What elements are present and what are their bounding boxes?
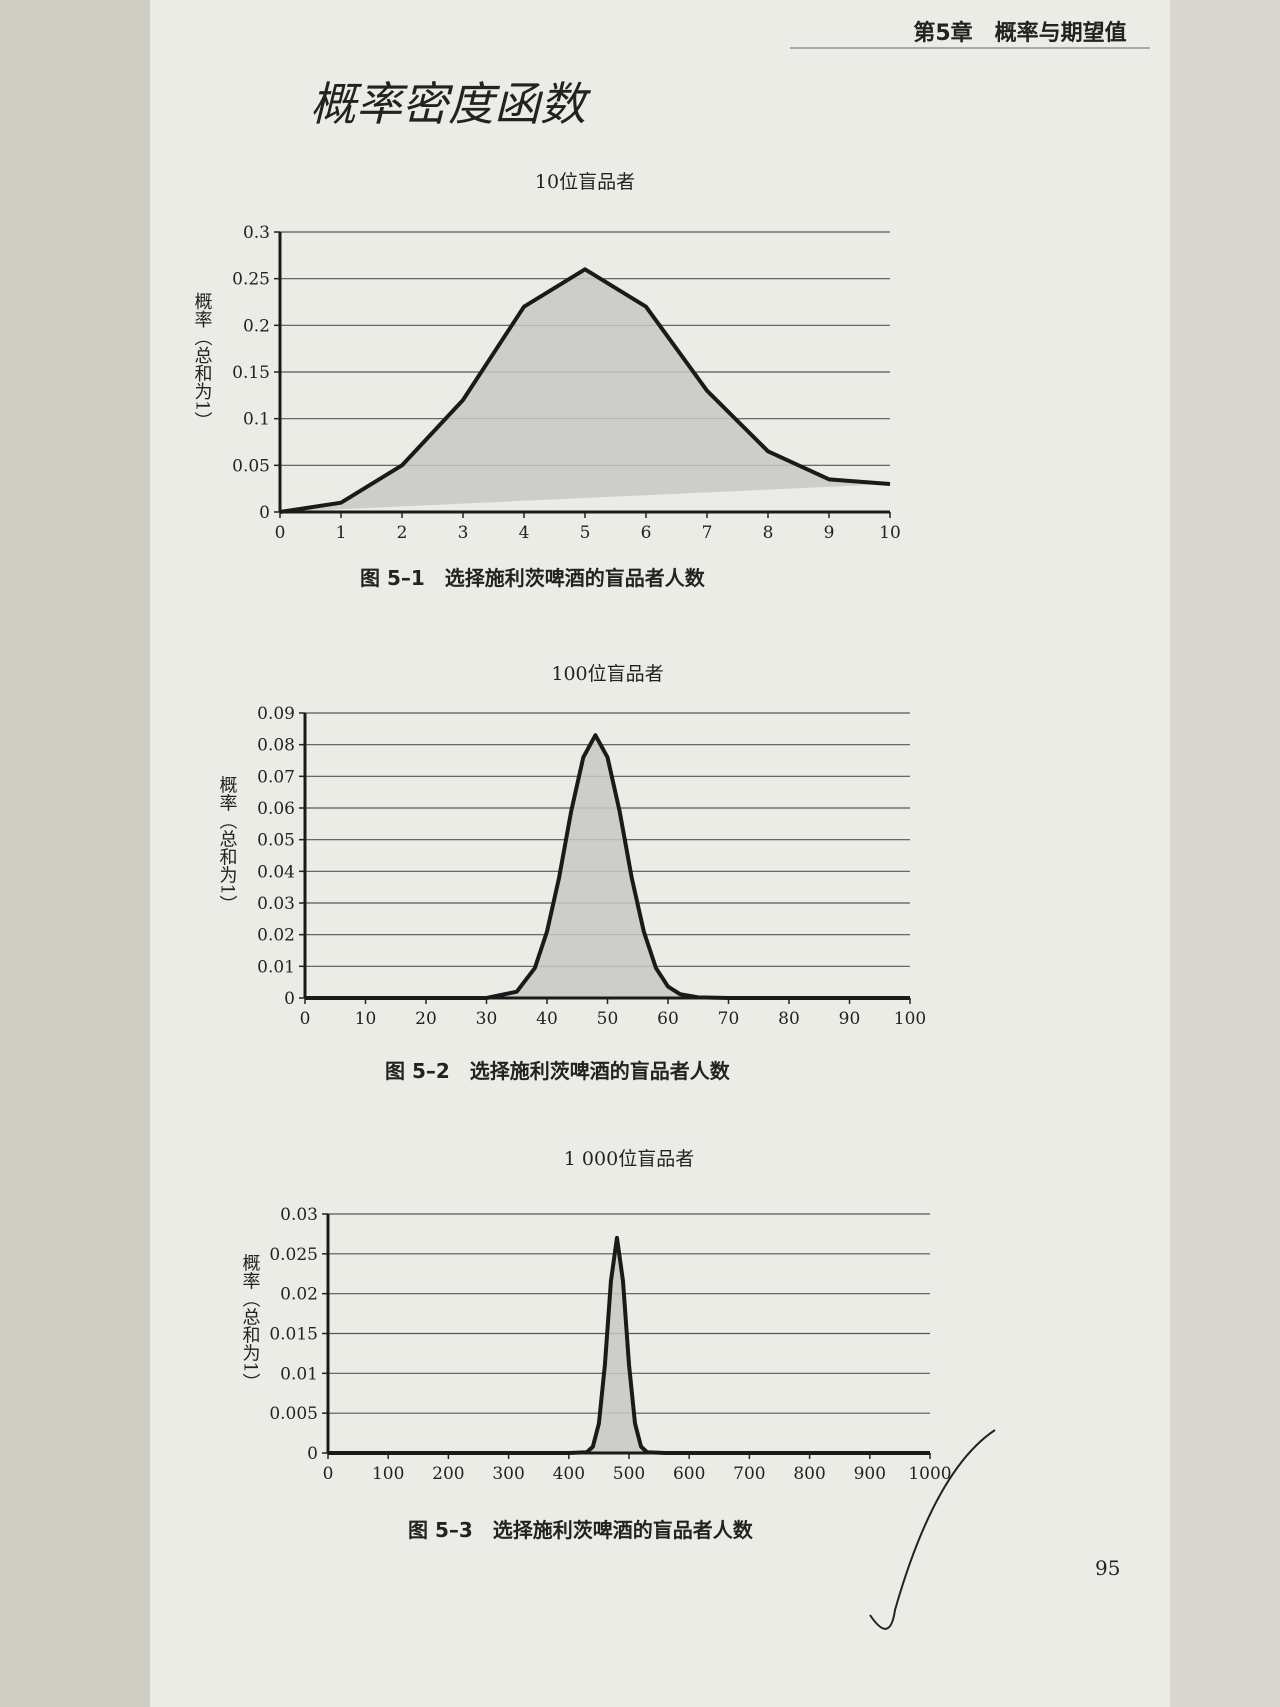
- y-tick-label: 0.2: [243, 316, 270, 336]
- y-tick-label: 0.03: [280, 1205, 318, 1225]
- x-tick-label: 30: [476, 1009, 498, 1029]
- chart-title: 100位盲品者: [551, 663, 663, 685]
- y-tick-label: 0.01: [257, 957, 295, 977]
- y-tick-label: 0.025: [269, 1245, 318, 1265]
- area-line: [279, 267, 891, 514]
- y-tick-label: 0.1: [243, 410, 270, 430]
- x-tick-label: 700: [733, 1464, 765, 1484]
- x-tick-label: 40: [536, 1009, 558, 1029]
- area-line: [328, 1235, 930, 1455]
- handwriting: 概率密度函数: [310, 77, 592, 131]
- x-tick-label: 3: [458, 523, 469, 543]
- right-page: [150, 0, 1170, 1707]
- x-tick-label: 8: [763, 523, 774, 543]
- y-tick-label: 0.005: [269, 1404, 318, 1424]
- figure-caption: 图 5–1 选择施利茨啤酒的盲品者人数: [360, 566, 706, 590]
- chart-title: 10位盲品者: [535, 171, 635, 193]
- y-axis-label: 概率（总和为1）: [192, 292, 213, 430]
- figure-caption: 图 5–3 选择施利茨啤酒的盲品者人数: [408, 1518, 754, 1542]
- x-tick-label: 1000: [908, 1464, 951, 1484]
- x-tick-label: 5: [580, 523, 591, 543]
- y-tick-label: 0.05: [257, 831, 295, 851]
- x-tick-label: 9: [824, 523, 835, 543]
- x-tick-label: 600: [673, 1464, 705, 1484]
- y-tick-label: 0.25: [232, 270, 270, 290]
- y-tick-label: 0.05: [232, 456, 270, 476]
- y-tick-label: 0: [259, 503, 270, 523]
- x-tick-label: 300: [492, 1464, 524, 1484]
- page-number: 95: [1095, 1556, 1120, 1580]
- x-tick-label: 0: [323, 1464, 334, 1484]
- y-tick-label: 0.08: [257, 736, 295, 756]
- y-tick-label: 0.02: [280, 1285, 318, 1305]
- chart-title: 1 000位盲品者: [564, 1148, 694, 1170]
- y-tick-label: 0.15: [232, 363, 270, 383]
- y-tick-label: 0.03: [257, 894, 295, 914]
- x-tick-label: 200: [432, 1464, 464, 1484]
- y-axis-label: 概率（总和为1）: [217, 775, 238, 913]
- y-tick-label: 0.04: [257, 862, 295, 882]
- x-tick-label: 900: [854, 1464, 886, 1484]
- x-tick-label: 800: [793, 1464, 825, 1484]
- x-tick-label: 400: [553, 1464, 585, 1484]
- y-tick-label: 0.06: [257, 799, 295, 819]
- x-tick-label: 500: [613, 1464, 645, 1484]
- x-tick-label: 2: [397, 523, 408, 543]
- y-tick-label: 0: [307, 1444, 318, 1464]
- x-tick-label: 20: [415, 1009, 437, 1029]
- y-tick-label: 0.01: [280, 1364, 318, 1384]
- y-tick-label: 0.09: [257, 704, 295, 724]
- x-tick-label: 10: [879, 523, 901, 543]
- x-tick-label: 10: [355, 1009, 377, 1029]
- x-tick-label: 7: [702, 523, 713, 543]
- x-tick-label: 100: [372, 1464, 404, 1484]
- left-page: [0, 0, 150, 1707]
- y-tick-label: 0.015: [269, 1325, 318, 1345]
- x-tick-label: 1: [336, 523, 347, 543]
- y-tick-label: 0.07: [257, 767, 295, 787]
- x-tick-label: 0: [275, 523, 286, 543]
- y-axis-label: 概率（总和为1）: [240, 1253, 261, 1391]
- x-tick-label: 6: [641, 523, 652, 543]
- x-tick-label: 100: [894, 1009, 926, 1029]
- x-tick-label: 90: [839, 1009, 861, 1029]
- x-tick-label: 60: [657, 1009, 679, 1029]
- x-tick-label: 0: [300, 1009, 311, 1029]
- x-tick-label: 50: [597, 1009, 619, 1029]
- y-tick-label: 0.3: [243, 223, 270, 243]
- y-tick-label: 0: [284, 989, 295, 1009]
- check-mark: [869, 1429, 996, 1630]
- x-tick-label: 80: [778, 1009, 800, 1029]
- y-tick-label: 0.02: [257, 926, 295, 946]
- x-tick-label: 4: [519, 523, 530, 543]
- figure-caption: 图 5–2 选择施利茨啤酒的盲品者人数: [385, 1059, 731, 1083]
- header: 第5章 概率与期望值: [913, 20, 1126, 46]
- x-tick-label: 70: [718, 1009, 740, 1029]
